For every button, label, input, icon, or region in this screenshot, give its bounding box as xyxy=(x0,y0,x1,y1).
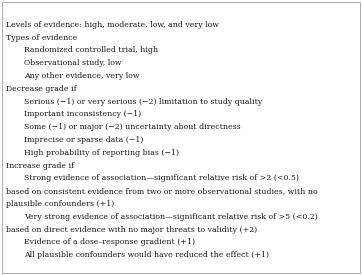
Text: Any other evidence, very low: Any other evidence, very low xyxy=(24,72,139,80)
Text: based on direct evidence with no major threats to validity (+2): based on direct evidence with no major t… xyxy=(6,226,257,233)
Text: Evidence of a dose–response gradient (+1): Evidence of a dose–response gradient (+1… xyxy=(24,238,195,246)
Text: plausible confounders (+1): plausible confounders (+1) xyxy=(6,200,114,208)
Text: Some (−1) or major (−2) uncertainty about directness: Some (−1) or major (−2) uncertainty abou… xyxy=(24,123,241,131)
Text: Imprecise or sparse data (−1): Imprecise or sparse data (−1) xyxy=(24,136,143,144)
Text: Strong evidence of association—significant relative risk of >2 (<0.5): Strong evidence of association—significa… xyxy=(24,174,299,182)
Text: Important inconsistency (−1): Important inconsistency (−1) xyxy=(24,110,141,119)
Text: Increase grade if: Increase grade if xyxy=(6,162,74,170)
Text: All plausible confounders would have reduced the effect (+1): All plausible confounders would have red… xyxy=(24,251,269,259)
Text: High probability of reporting bias (−1): High probability of reporting bias (−1) xyxy=(24,149,179,157)
Text: Serious (−1) or very serious (−2) limitation to study quality: Serious (−1) or very serious (−2) limita… xyxy=(24,98,262,106)
Text: Types of evidence: Types of evidence xyxy=(6,34,77,42)
Text: Decrease grade if: Decrease grade if xyxy=(6,85,77,93)
Text: Observational study, low: Observational study, low xyxy=(24,59,122,67)
Text: Levels of evidence: high, moderate, low, and very low: Levels of evidence: high, moderate, low,… xyxy=(6,21,219,29)
Text: Randomized controlled trial, high: Randomized controlled trial, high xyxy=(24,46,158,54)
Text: Very strong evidence of association—significant relative risk of >5 (<0.2): Very strong evidence of association—sign… xyxy=(24,213,318,221)
Text: based on consistent evidence from two or more observational studies, with no: based on consistent evidence from two or… xyxy=(6,187,317,195)
